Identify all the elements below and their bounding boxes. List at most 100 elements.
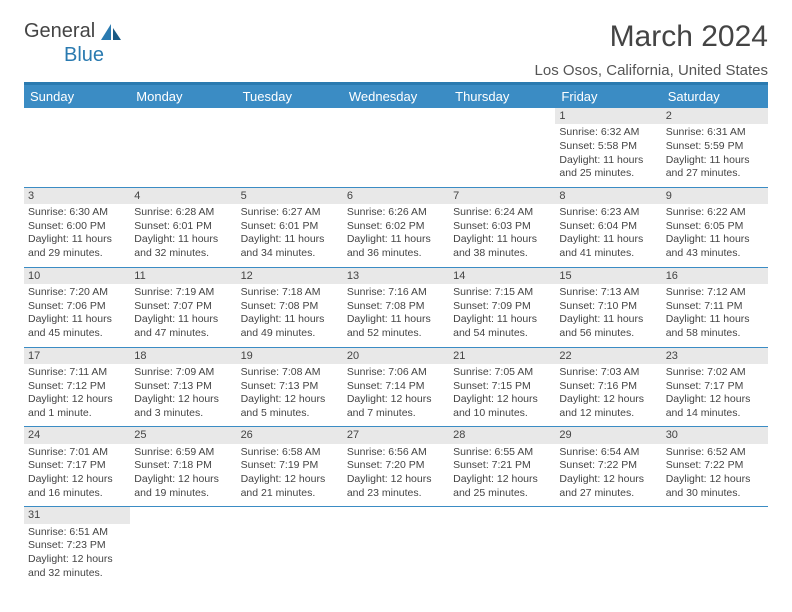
daylight-text-2: and 56 minutes. (559, 327, 657, 341)
calendar-cell (449, 507, 555, 586)
day-header: Wednesday (343, 85, 449, 108)
sunset-text: Sunset: 6:05 PM (666, 220, 764, 234)
calendar-cell: 13Sunrise: 7:16 AMSunset: 7:08 PMDayligh… (343, 267, 449, 347)
calendar-cell: 30Sunrise: 6:52 AMSunset: 7:22 PMDayligh… (662, 427, 768, 507)
day-number: 21 (449, 348, 555, 364)
sunset-text: Sunset: 7:20 PM (347, 459, 445, 473)
month-title: March 2024 (610, 20, 768, 54)
daylight-text-2: and 58 minutes. (666, 327, 764, 341)
sunset-text: Sunset: 5:58 PM (559, 140, 657, 154)
day-number: 7 (449, 188, 555, 204)
calendar-cell (24, 108, 130, 187)
calendar-cell (662, 507, 768, 586)
sunset-text: Sunset: 6:02 PM (347, 220, 445, 234)
calendar-cell: 29Sunrise: 6:54 AMSunset: 7:22 PMDayligh… (555, 427, 661, 507)
day-header: Thursday (449, 85, 555, 108)
sunrise-text: Sunrise: 6:26 AM (347, 206, 445, 220)
sunrise-text: Sunrise: 7:16 AM (347, 286, 445, 300)
day-number: 4 (130, 188, 236, 204)
daylight-text-2: and 3 minutes. (134, 407, 232, 421)
daylight-text-2: and 34 minutes. (241, 247, 339, 261)
daylight-text: Daylight: 11 hours (559, 154, 657, 168)
sunset-text: Sunset: 7:06 PM (28, 300, 126, 314)
daylight-text-2: and 7 minutes. (347, 407, 445, 421)
sunset-text: Sunset: 7:11 PM (666, 300, 764, 314)
sunrise-text: Sunrise: 6:23 AM (559, 206, 657, 220)
calendar-cell: 12Sunrise: 7:18 AMSunset: 7:08 PMDayligh… (237, 267, 343, 347)
sunset-text: Sunset: 7:22 PM (666, 459, 764, 473)
sunset-text: Sunset: 6:03 PM (453, 220, 551, 234)
daylight-text: Daylight: 12 hours (28, 393, 126, 407)
day-header: Tuesday (237, 85, 343, 108)
daylight-text: Daylight: 11 hours (666, 154, 764, 168)
daylight-text: Daylight: 12 hours (666, 473, 764, 487)
sunrise-text: Sunrise: 7:02 AM (666, 366, 764, 380)
daylight-text-2: and 52 minutes. (347, 327, 445, 341)
day-number: 18 (130, 348, 236, 364)
day-number: 14 (449, 268, 555, 284)
day-number: 10 (24, 268, 130, 284)
calendar-cell: 9Sunrise: 6:22 AMSunset: 6:05 PMDaylight… (662, 187, 768, 267)
calendar-cell: 25Sunrise: 6:59 AMSunset: 7:18 PMDayligh… (130, 427, 236, 507)
sail-icon (99, 22, 125, 42)
day-header: Friday (555, 85, 661, 108)
calendar-cell: 2Sunrise: 6:31 AMSunset: 5:59 PMDaylight… (662, 108, 768, 187)
sunset-text: Sunset: 7:23 PM (28, 539, 126, 553)
calendar-cell (237, 108, 343, 187)
sunset-text: Sunset: 7:15 PM (453, 380, 551, 394)
daylight-text-2: and 30 minutes. (666, 487, 764, 501)
sunset-text: Sunset: 6:01 PM (241, 220, 339, 234)
calendar-cell: 15Sunrise: 7:13 AMSunset: 7:10 PMDayligh… (555, 267, 661, 347)
daylight-text: Daylight: 12 hours (559, 393, 657, 407)
day-number: 5 (237, 188, 343, 204)
sunset-text: Sunset: 7:14 PM (347, 380, 445, 394)
day-number: 11 (130, 268, 236, 284)
sunrise-text: Sunrise: 6:31 AM (666, 126, 764, 140)
day-number: 30 (662, 427, 768, 443)
calendar-cell: 19Sunrise: 7:08 AMSunset: 7:13 PMDayligh… (237, 347, 343, 427)
day-header-row: SundayMondayTuesdayWednesdayThursdayFrid… (24, 85, 768, 108)
day-number: 8 (555, 188, 661, 204)
sunset-text: Sunset: 7:12 PM (28, 380, 126, 394)
daylight-text-2: and 47 minutes. (134, 327, 232, 341)
sunset-text: Sunset: 7:17 PM (666, 380, 764, 394)
calendar-week: 17Sunrise: 7:11 AMSunset: 7:12 PMDayligh… (24, 347, 768, 427)
day-number: 27 (343, 427, 449, 443)
daylight-text: Daylight: 12 hours (347, 393, 445, 407)
day-number: 13 (343, 268, 449, 284)
calendar-cell: 31Sunrise: 6:51 AMSunset: 7:23 PMDayligh… (24, 507, 130, 586)
calendar-cell (449, 108, 555, 187)
calendar-cell (343, 108, 449, 187)
daylight-text: Daylight: 12 hours (134, 473, 232, 487)
daylight-text: Daylight: 11 hours (28, 313, 126, 327)
daylight-text: Daylight: 12 hours (241, 473, 339, 487)
day-number: 3 (24, 188, 130, 204)
sunrise-text: Sunrise: 7:20 AM (28, 286, 126, 300)
day-number: 28 (449, 427, 555, 443)
daylight-text-2: and 1 minute. (28, 407, 126, 421)
daylight-text-2: and 41 minutes. (559, 247, 657, 261)
calendar-cell: 5Sunrise: 6:27 AMSunset: 6:01 PMDaylight… (237, 187, 343, 267)
sunset-text: Sunset: 7:09 PM (453, 300, 551, 314)
calendar-cell: 10 Sunrise: 7:20 AMSunset: 7:06 PMDayligh… (24, 267, 130, 347)
sunrise-text: Sunrise: 6:27 AM (241, 206, 339, 220)
daylight-text-2: and 45 minutes. (28, 327, 126, 341)
sunrise-text: Sunrise: 7:03 AM (559, 366, 657, 380)
daylight-text: Daylight: 12 hours (666, 393, 764, 407)
calendar-cell: 16Sunrise: 7:12 AMSunset: 7:11 PMDayligh… (662, 267, 768, 347)
daylight-text: Daylight: 11 hours (347, 233, 445, 247)
day-number: 25 (130, 427, 236, 443)
daylight-text: Daylight: 12 hours (28, 473, 126, 487)
calendar-body: 1Sunrise: 6:32 AMSunset: 5:58 PMDaylight… (24, 108, 768, 586)
sunrise-text: Sunrise: 7:01 AM (28, 446, 126, 460)
daylight-text-2: and 54 minutes. (453, 327, 551, 341)
sunrise-text: Sunrise: 6:54 AM (559, 446, 657, 460)
sunrise-text: Sunrise: 7:12 AM (666, 286, 764, 300)
daylight-text: Daylight: 11 hours (134, 233, 232, 247)
daylight-text: Daylight: 12 hours (453, 473, 551, 487)
calendar-cell: 24Sunrise: 7:01 AMSunset: 7:17 PMDayligh… (24, 427, 130, 507)
calendar-cell: 8Sunrise: 6:23 AMSunset: 6:04 PMDaylight… (555, 187, 661, 267)
sunrise-text: Sunrise: 6:55 AM (453, 446, 551, 460)
daylight-text: Daylight: 12 hours (28, 553, 126, 567)
calendar-cell: 26Sunrise: 6:58 AMSunset: 7:19 PMDayligh… (237, 427, 343, 507)
